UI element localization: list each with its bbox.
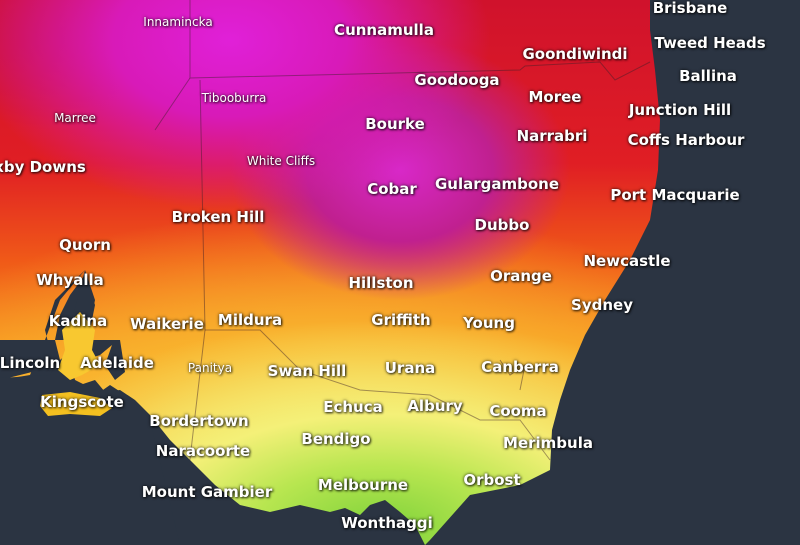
place-label: Lincoln <box>0 354 61 372</box>
place-label: Swan Hill <box>267 362 347 380</box>
place-label: Cunnamulla <box>334 21 434 39</box>
place-label: Adelaide <box>80 354 154 372</box>
place-label: Moree <box>528 88 582 106</box>
place-label: Albury <box>407 397 463 415</box>
place-label: Innamincka <box>143 15 213 29</box>
place-label: Kadina <box>48 312 108 330</box>
place-label: Broken Hill <box>171 208 265 226</box>
place-label: Bordertown <box>149 412 249 430</box>
place-label: Goondiwindi <box>522 45 628 63</box>
place-label: Quorn <box>59 236 111 254</box>
place-label: Newcastle <box>583 252 671 270</box>
place-label: White Cliffs <box>246 154 316 168</box>
place-label: Brisbane <box>652 0 728 17</box>
place-label: Young <box>463 314 515 332</box>
state-border <box>205 329 551 461</box>
act-border <box>499 359 526 391</box>
place-label: Cobar <box>367 180 417 198</box>
place-label: Port Macquarie <box>610 186 740 204</box>
kangaroo-island <box>40 392 112 416</box>
place-label: Sydney <box>571 296 633 314</box>
place-label: Cooma <box>489 402 547 420</box>
place-label: Tweed Heads <box>654 34 766 52</box>
place-label: Mount Gambier <box>141 483 273 501</box>
place-label: Mildura <box>217 311 283 329</box>
place-label: Bendigo <box>301 430 371 448</box>
place-label: Dubbo <box>474 216 530 234</box>
place-label: Panitya <box>187 361 233 375</box>
state-border <box>154 77 191 131</box>
place-label: Urana <box>384 359 436 377</box>
place-label: Narrabri <box>516 127 588 145</box>
place-label: Melbourne <box>317 476 409 494</box>
place-label: Junction Hill <box>628 101 732 119</box>
place-label: xby Downs <box>0 158 86 176</box>
place-label: Whyalla <box>36 271 104 289</box>
place-label: Ballina <box>679 67 737 85</box>
place-label: Orbost <box>463 471 521 489</box>
yorke-peninsula <box>58 312 100 380</box>
place-label: Orange <box>490 267 552 285</box>
place-label: Naracoorte <box>155 442 251 460</box>
place-label: Canberra <box>481 358 559 376</box>
place-label: Bourke <box>365 115 425 133</box>
place-label: Echuca <box>323 398 383 416</box>
place-label: Tibooburra <box>201 91 267 105</box>
place-label: Kingscote <box>40 393 124 411</box>
place-label: Wonthaggi <box>341 514 433 532</box>
place-label: Merimbula <box>503 434 593 452</box>
place-label: Griffith <box>371 311 431 329</box>
place-label: Gulargambone <box>434 175 560 193</box>
place-label: Marree <box>54 111 96 125</box>
place-label: Hillston <box>348 274 414 292</box>
place-label: Waikerie <box>130 315 204 333</box>
borders <box>154 0 651 545</box>
place-label: Goodooga <box>414 71 500 89</box>
state-border <box>189 0 651 81</box>
place-label: Coffs Harbour <box>627 131 745 149</box>
